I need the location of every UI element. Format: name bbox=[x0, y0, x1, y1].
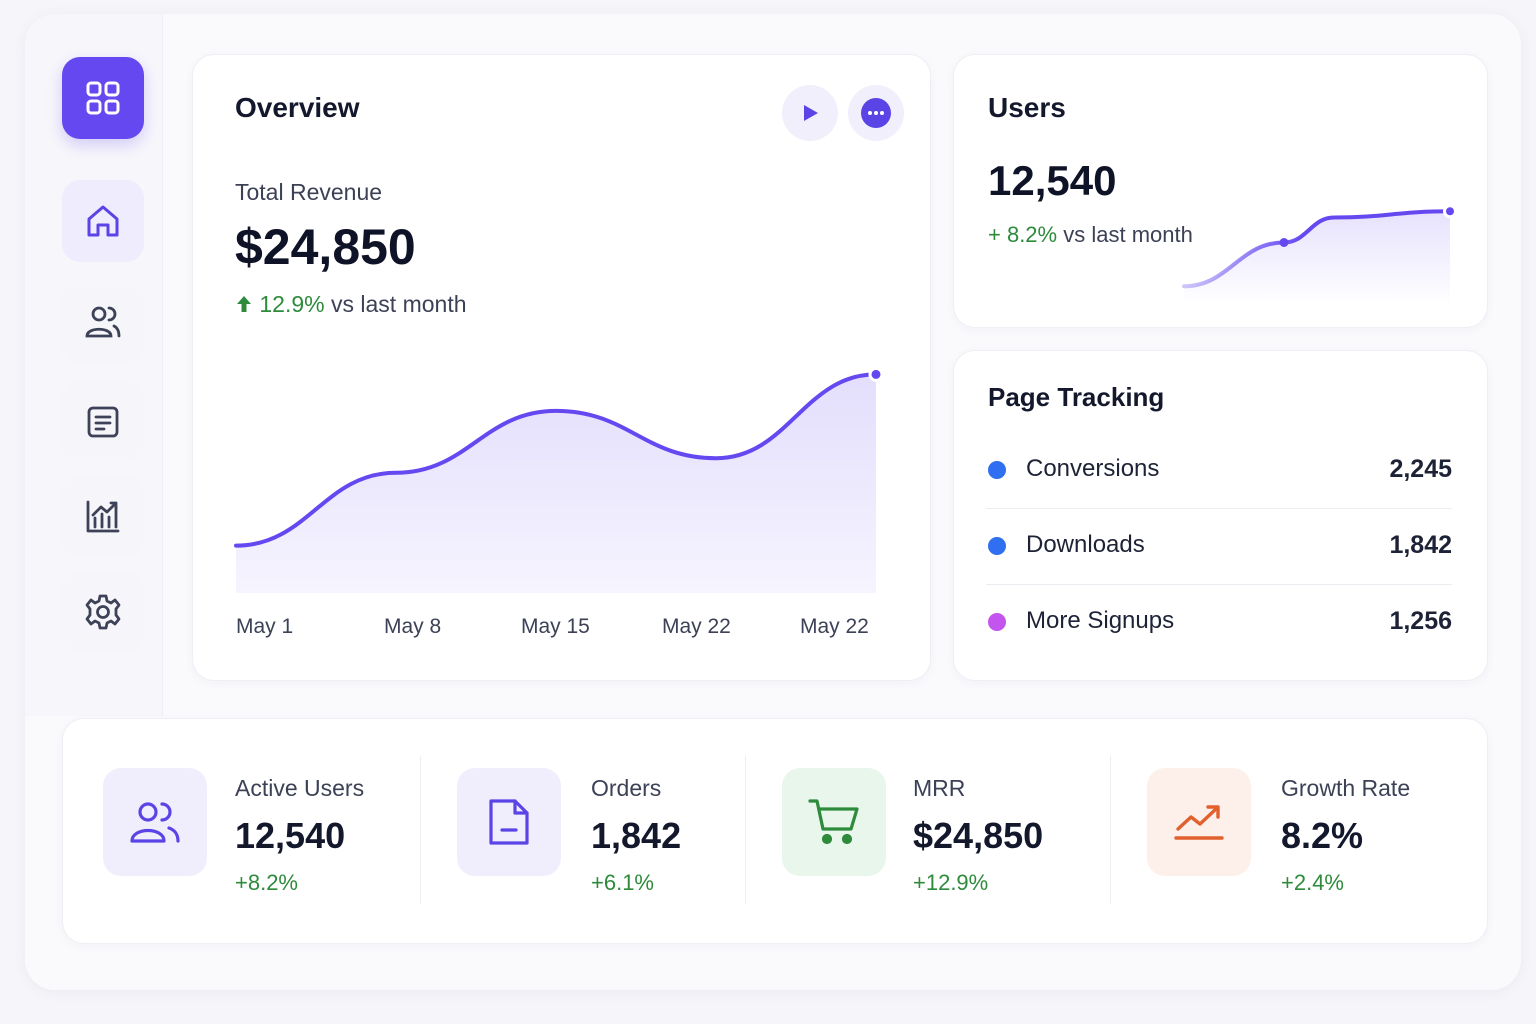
tracking-value: 1,256 bbox=[1389, 607, 1452, 635]
stats-divider bbox=[745, 756, 746, 904]
total-revenue-value: $24,850 bbox=[235, 219, 416, 275]
users-card: Users 12,540 + 8.2% vs last month bbox=[953, 54, 1488, 328]
x-tick-label: May 22 bbox=[800, 615, 869, 638]
x-tick-label: May 8 bbox=[384, 615, 441, 638]
revenue-line bbox=[234, 372, 878, 548]
active-users-change: +8.2% bbox=[235, 870, 298, 895]
orders-change: +6.1% bbox=[591, 870, 654, 895]
tracking-row-conversions[interactable]: Conversions 2,245 bbox=[986, 433, 1452, 509]
gear-icon bbox=[85, 594, 121, 630]
users-title: Users bbox=[988, 92, 1066, 123]
revenue-end-point[interactable] bbox=[868, 366, 884, 382]
tracking-row-downloads[interactable]: Downloads 1,842 bbox=[986, 509, 1452, 585]
stats-divider bbox=[1110, 756, 1111, 904]
downloads-dot bbox=[988, 537, 1006, 555]
x-tick-label: May 15 bbox=[521, 615, 590, 638]
revenue-change-percent: 12.9% bbox=[259, 291, 325, 317]
users-icon bbox=[85, 306, 121, 338]
growth-rate-value: 8.2% bbox=[1281, 815, 1364, 856]
x-tick-label: May 22 bbox=[662, 615, 731, 638]
play-button[interactable] bbox=[782, 85, 838, 141]
stats-divider bbox=[420, 756, 421, 904]
users-change: + 8.2% vs last month bbox=[988, 222, 1193, 248]
more-dots-icon bbox=[861, 98, 891, 128]
users-point bbox=[1279, 238, 1289, 247]
tracking-label: Downloads bbox=[1026, 531, 1145, 558]
file-icon bbox=[489, 799, 529, 845]
conversions-dot bbox=[988, 461, 1006, 479]
users-icon bbox=[130, 802, 180, 843]
home-icon bbox=[87, 205, 119, 237]
active-users-tile[interactable] bbox=[103, 768, 207, 876]
trend-up-icon bbox=[1174, 805, 1224, 840]
users-end-point[interactable] bbox=[1443, 204, 1457, 219]
users-sparkline bbox=[1182, 204, 1457, 305]
revenue-change-suffix: vs last month bbox=[331, 291, 467, 317]
revenue-area-fill bbox=[236, 374, 876, 593]
active-users-label: Active Users bbox=[235, 775, 365, 801]
users-area-fill bbox=[1184, 211, 1450, 305]
nav-settings-button[interactable] bbox=[62, 571, 144, 653]
orders-label: Orders bbox=[591, 775, 662, 801]
page-tracking-card: Page Tracking Conversions 2,245 Download… bbox=[953, 350, 1488, 681]
active-users-value: 12,540 bbox=[235, 815, 346, 856]
page-tracking-title: Page Tracking bbox=[988, 382, 1165, 412]
mrr-value: $24,850 bbox=[913, 815, 1044, 856]
orders-value: 1,842 bbox=[591, 815, 682, 856]
tracking-row-more-signups[interactable]: More Signups 1,256 bbox=[986, 585, 1452, 661]
mrr-label: MRR bbox=[913, 775, 966, 801]
overview-card: Overview Total Revenue $24,850 12.9% vs … bbox=[192, 54, 931, 681]
bar-chart-icon bbox=[86, 500, 120, 533]
overview-title: Overview bbox=[235, 92, 360, 123]
tracking-value: 2,245 bbox=[1389, 455, 1452, 483]
growth-rate-label: Growth Rate bbox=[1281, 775, 1411, 801]
growth-rate-change: +2.4% bbox=[1281, 870, 1344, 895]
orders-tile[interactable] bbox=[457, 768, 561, 876]
mrr-change: +12.9% bbox=[913, 870, 989, 895]
revenue-area-chart: May 1 May 8 May 15 May 22 May 22 bbox=[234, 366, 884, 638]
more-signups-dot bbox=[988, 613, 1006, 631]
more-options-button[interactable] bbox=[848, 85, 904, 141]
nav-analytics-button[interactable] bbox=[62, 476, 144, 558]
revenue-change: 12.9% vs last month bbox=[235, 291, 467, 318]
nav-grid-button[interactable] bbox=[62, 57, 144, 139]
arrow-up-icon bbox=[237, 296, 251, 312]
tracking-label: Conversions bbox=[1026, 455, 1160, 482]
tracking-value: 1,842 bbox=[1389, 531, 1452, 559]
x-tick-label: May 1 bbox=[236, 615, 293, 638]
nav-home-button[interactable] bbox=[62, 180, 144, 262]
nav-documents-button[interactable] bbox=[62, 381, 144, 463]
users-line bbox=[1182, 209, 1452, 289]
tracking-label: More Signups bbox=[1026, 607, 1175, 634]
users-change-percent: + 8.2% bbox=[988, 222, 1058, 247]
grid-icon bbox=[86, 81, 120, 115]
users-change-suffix: vs last month bbox=[1063, 222, 1193, 247]
total-revenue-label: Total Revenue bbox=[235, 179, 383, 205]
cart-icon bbox=[808, 799, 859, 845]
mrr-tile[interactable] bbox=[782, 768, 886, 876]
users-value: 12,540 bbox=[988, 157, 1117, 204]
play-icon bbox=[804, 105, 818, 121]
growth-rate-tile[interactable] bbox=[1147, 768, 1251, 876]
nav-users-button[interactable] bbox=[62, 281, 144, 363]
document-list-icon bbox=[87, 406, 119, 438]
